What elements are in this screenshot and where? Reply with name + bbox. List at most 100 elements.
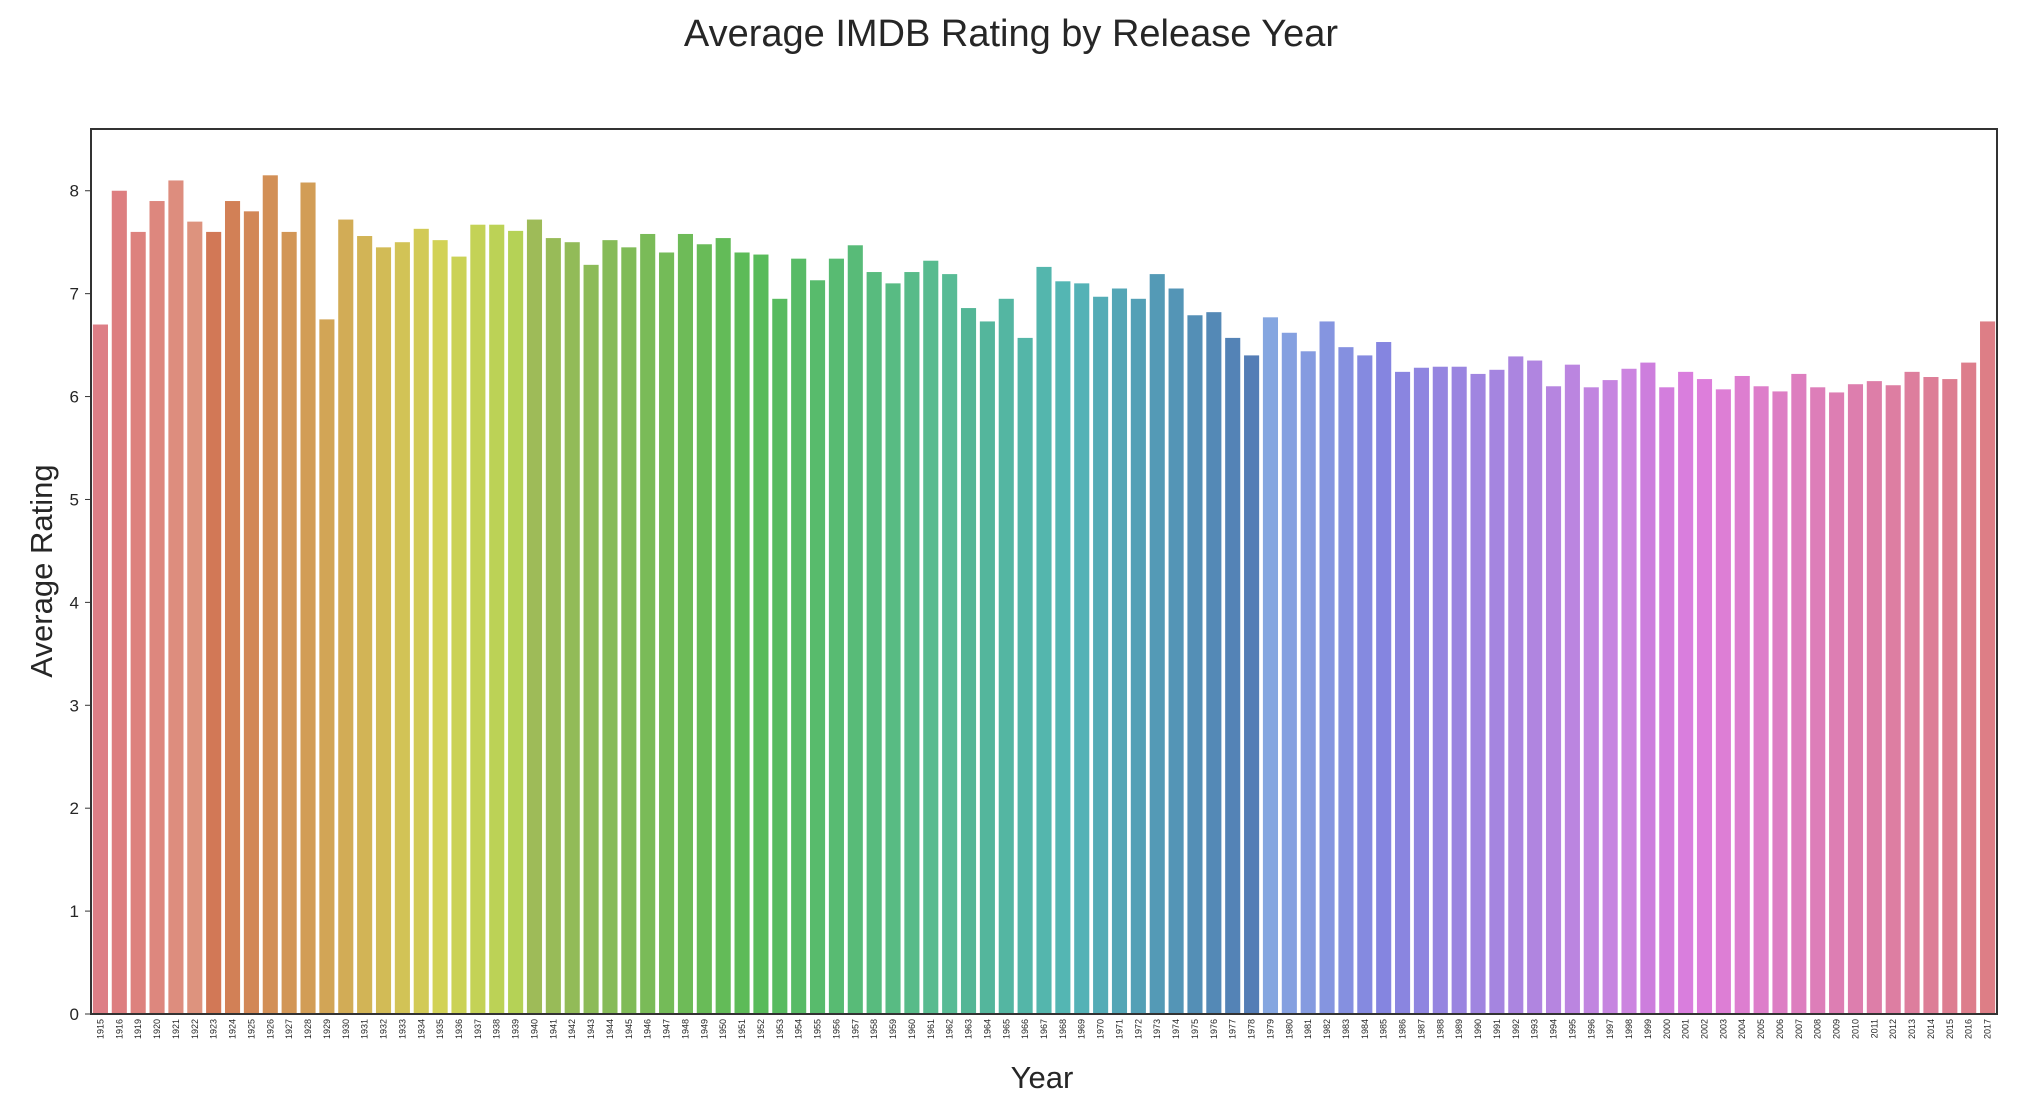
bar-1925 [243, 211, 259, 1014]
bar-1942 [564, 242, 580, 1014]
bar-2012 [1885, 385, 1901, 1014]
bar-2014 [1923, 377, 1939, 1014]
x-tick-label: 1983 [1341, 1019, 1351, 1039]
x-tick-label: 1962 [945, 1019, 955, 1039]
x-tick-label: 1967 [1039, 1019, 1049, 1039]
bar-2017 [1980, 321, 1996, 1014]
x-tick-label: 1953 [775, 1019, 785, 1039]
x-tick-label: 1968 [1058, 1019, 1068, 1039]
bar-1952 [753, 254, 769, 1015]
x-tick-label: 1987 [1416, 1019, 1426, 1039]
x-tick-label: 1954 [794, 1019, 804, 1039]
bar-1967 [1036, 266, 1052, 1014]
bar-1980 [1281, 332, 1297, 1014]
y-tick-label: 6 [70, 388, 79, 407]
x-tick-label: 1970 [1096, 1019, 1106, 1039]
x-tick-label: 1977 [1228, 1019, 1238, 1039]
x-tick-label: 1944 [605, 1019, 615, 1039]
y-tick-label: 7 [70, 285, 79, 304]
bar-1954 [791, 258, 807, 1014]
bar-1962 [942, 274, 958, 1015]
bars-layer [92, 175, 1996, 1015]
x-axis: 1915 1916 1919 1920 1921 1922 1923 1924 1925 1926… [95, 1019, 1992, 1039]
x-tick-label: 1980 [1284, 1019, 1294, 1039]
bar-1916 [111, 190, 127, 1015]
bar-1937 [470, 224, 486, 1014]
x-tick-label: 1935 [435, 1019, 445, 1039]
bar-1949 [696, 244, 712, 1014]
x-tick-label: 2015 [1945, 1019, 1955, 1039]
x-tick-label: 1945 [624, 1019, 634, 1039]
x-tick-label: 1947 [662, 1019, 672, 1039]
x-tick-label: 1961 [926, 1019, 936, 1039]
bar-2007 [1791, 373, 1807, 1014]
x-tick-label: 1975 [1190, 1019, 1200, 1039]
x-tick-label: 1989 [1454, 1019, 1464, 1039]
x-tick-label: 1971 [1114, 1019, 1124, 1039]
x-tick-label: 1996 [1586, 1019, 1596, 1039]
x-tick-label: 2001 [1681, 1019, 1691, 1039]
x-tick-label: 1978 [1247, 1019, 1257, 1039]
bar-1924 [224, 201, 241, 1014]
x-tick-label: 1924 [228, 1019, 238, 1039]
bar-1970 [1093, 296, 1109, 1014]
x-tick-label: 1991 [1492, 1019, 1502, 1039]
x-tick-label: 1923 [209, 1019, 219, 1039]
bar-2003 [1715, 389, 1731, 1015]
x-tick-label: 2017 [1983, 1019, 1993, 1039]
bar-1965 [998, 298, 1014, 1014]
bar-1999 [1640, 362, 1656, 1015]
x-tick-label: 2012 [1888, 1019, 1898, 1039]
bar-1981 [1300, 351, 1316, 1014]
x-tick-label: 1974 [1171, 1019, 1181, 1039]
bar-1986 [1395, 371, 1411, 1014]
x-tick-label: 1958 [869, 1019, 879, 1039]
x-tick-label: 2008 [1813, 1019, 1823, 1039]
x-tick-label: 2007 [1794, 1019, 1804, 1039]
x-tick-label: 1934 [416, 1019, 426, 1039]
bar-1994 [1545, 386, 1562, 1014]
bar-1927 [281, 231, 297, 1014]
x-tick-label: 1926 [265, 1019, 275, 1039]
bar-1988 [1432, 366, 1448, 1015]
x-tick-label: 1990 [1473, 1019, 1483, 1039]
x-tick-label: 1943 [586, 1019, 596, 1039]
x-tick-label: 1992 [1511, 1019, 1521, 1039]
x-tick-label: 1969 [1077, 1019, 1087, 1039]
bar-1992 [1508, 356, 1524, 1014]
x-tick-label: 1936 [454, 1019, 464, 1039]
bar-1957 [847, 245, 863, 1014]
bar-1941 [545, 238, 561, 1014]
x-tick-label: 1960 [907, 1019, 917, 1039]
x-tick-label: 1951 [737, 1019, 747, 1039]
bar-1985 [1376, 342, 1392, 1014]
y-tick-label: 4 [70, 593, 79, 612]
x-tick-label: 1986 [1398, 1019, 1408, 1039]
y-tick-label: 0 [70, 1005, 79, 1024]
bar-1934 [413, 228, 429, 1014]
x-tick-label: 1922 [190, 1019, 200, 1039]
bar-1947 [659, 252, 675, 1015]
x-tick-label: 1957 [850, 1019, 860, 1039]
x-tick-label: 1965 [1001, 1019, 1011, 1039]
bar-1976 [1206, 312, 1222, 1014]
bar-1951 [734, 252, 750, 1015]
bar-1984 [1357, 355, 1373, 1014]
x-tick-label: 1973 [1152, 1019, 1162, 1039]
bar-1977 [1225, 337, 1241, 1014]
bar-1928 [300, 182, 316, 1014]
bar-1915 [92, 324, 108, 1014]
bar-1972 [1130, 298, 1146, 1014]
x-tick-label: 2009 [1832, 1019, 1842, 1039]
bar-2010 [1847, 384, 1864, 1015]
x-axis-label: Year [1011, 1060, 1074, 1095]
bar-1921 [168, 180, 184, 1014]
bar-1991 [1489, 369, 1505, 1014]
x-tick-label: 1942 [567, 1019, 577, 1039]
bar-1968 [1055, 281, 1071, 1014]
x-tick-label: 1966 [1020, 1019, 1030, 1039]
bar-1975 [1187, 315, 1203, 1014]
bar-1938 [489, 224, 505, 1014]
x-tick-label: 1984 [1360, 1019, 1370, 1039]
x-tick-label: 1981 [1303, 1019, 1313, 1039]
